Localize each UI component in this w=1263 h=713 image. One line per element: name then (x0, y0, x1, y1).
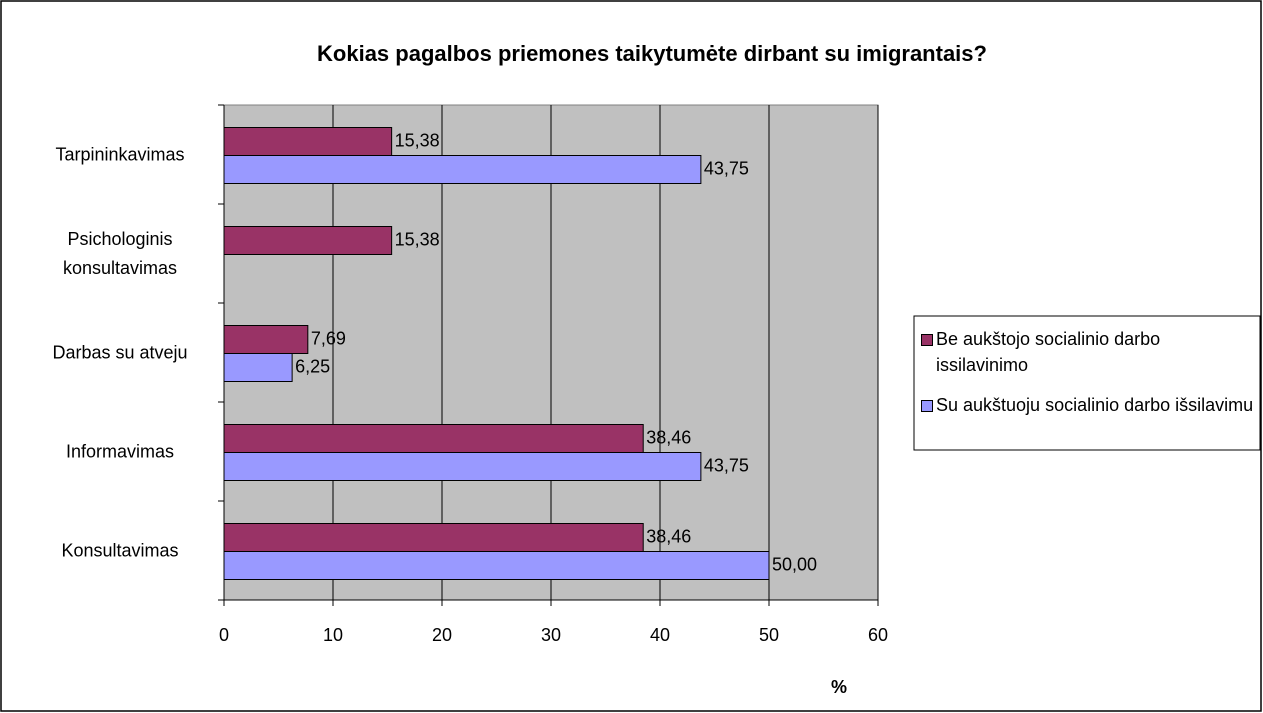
data-label: 15,38 (395, 130, 440, 150)
x-tick-label: 40 (650, 625, 670, 645)
x-tick-label: 20 (432, 625, 452, 645)
bar (223, 226, 393, 255)
x-tick-label: 10 (323, 625, 343, 645)
bar (223, 452, 702, 481)
data-label: 38,46 (646, 526, 691, 546)
y-tick-label: Konsultavimas (61, 540, 179, 560)
y-tick-label: Tarpininkavimas (55, 144, 185, 164)
bar (223, 155, 702, 184)
x-tick-label: 30 (541, 625, 561, 645)
x-tick-label: 50 (759, 625, 779, 645)
data-label: 38,46 (646, 427, 691, 447)
y-tick-label: Darbas su atveju (52, 342, 188, 362)
legend-swatch (921, 334, 933, 346)
bar (223, 127, 393, 156)
data-label: 43,75 (704, 455, 749, 475)
data-label: 15,38 (395, 229, 440, 249)
x-tick-label: 0 (219, 625, 229, 645)
y-tick-label: Psichologinis konsultavimas (62, 228, 178, 278)
legend-swatch (921, 400, 933, 412)
data-label: 7,69 (311, 328, 346, 348)
legend-box (913, 315, 1261, 451)
bar (223, 353, 293, 382)
chart-title: Kokias pagalbos priemones taikytumėte di… (317, 41, 987, 66)
bar (223, 551, 770, 580)
data-label: 43,75 (704, 158, 749, 178)
legend-label: Be aukštojo socialinio darbo issilavinim… (936, 329, 1161, 375)
bar (223, 523, 644, 552)
data-label: 6,25 (295, 356, 330, 376)
bar (223, 424, 644, 453)
x-axis-title: % (831, 677, 847, 697)
bar (223, 325, 309, 354)
x-tick-label: 60 (868, 625, 888, 645)
legend-label: Su aukštuoju socialinio darbo išsilavimu (936, 395, 1254, 415)
y-tick-label: Informavimas (65, 441, 175, 461)
data-label: 50,00 (772, 554, 817, 574)
